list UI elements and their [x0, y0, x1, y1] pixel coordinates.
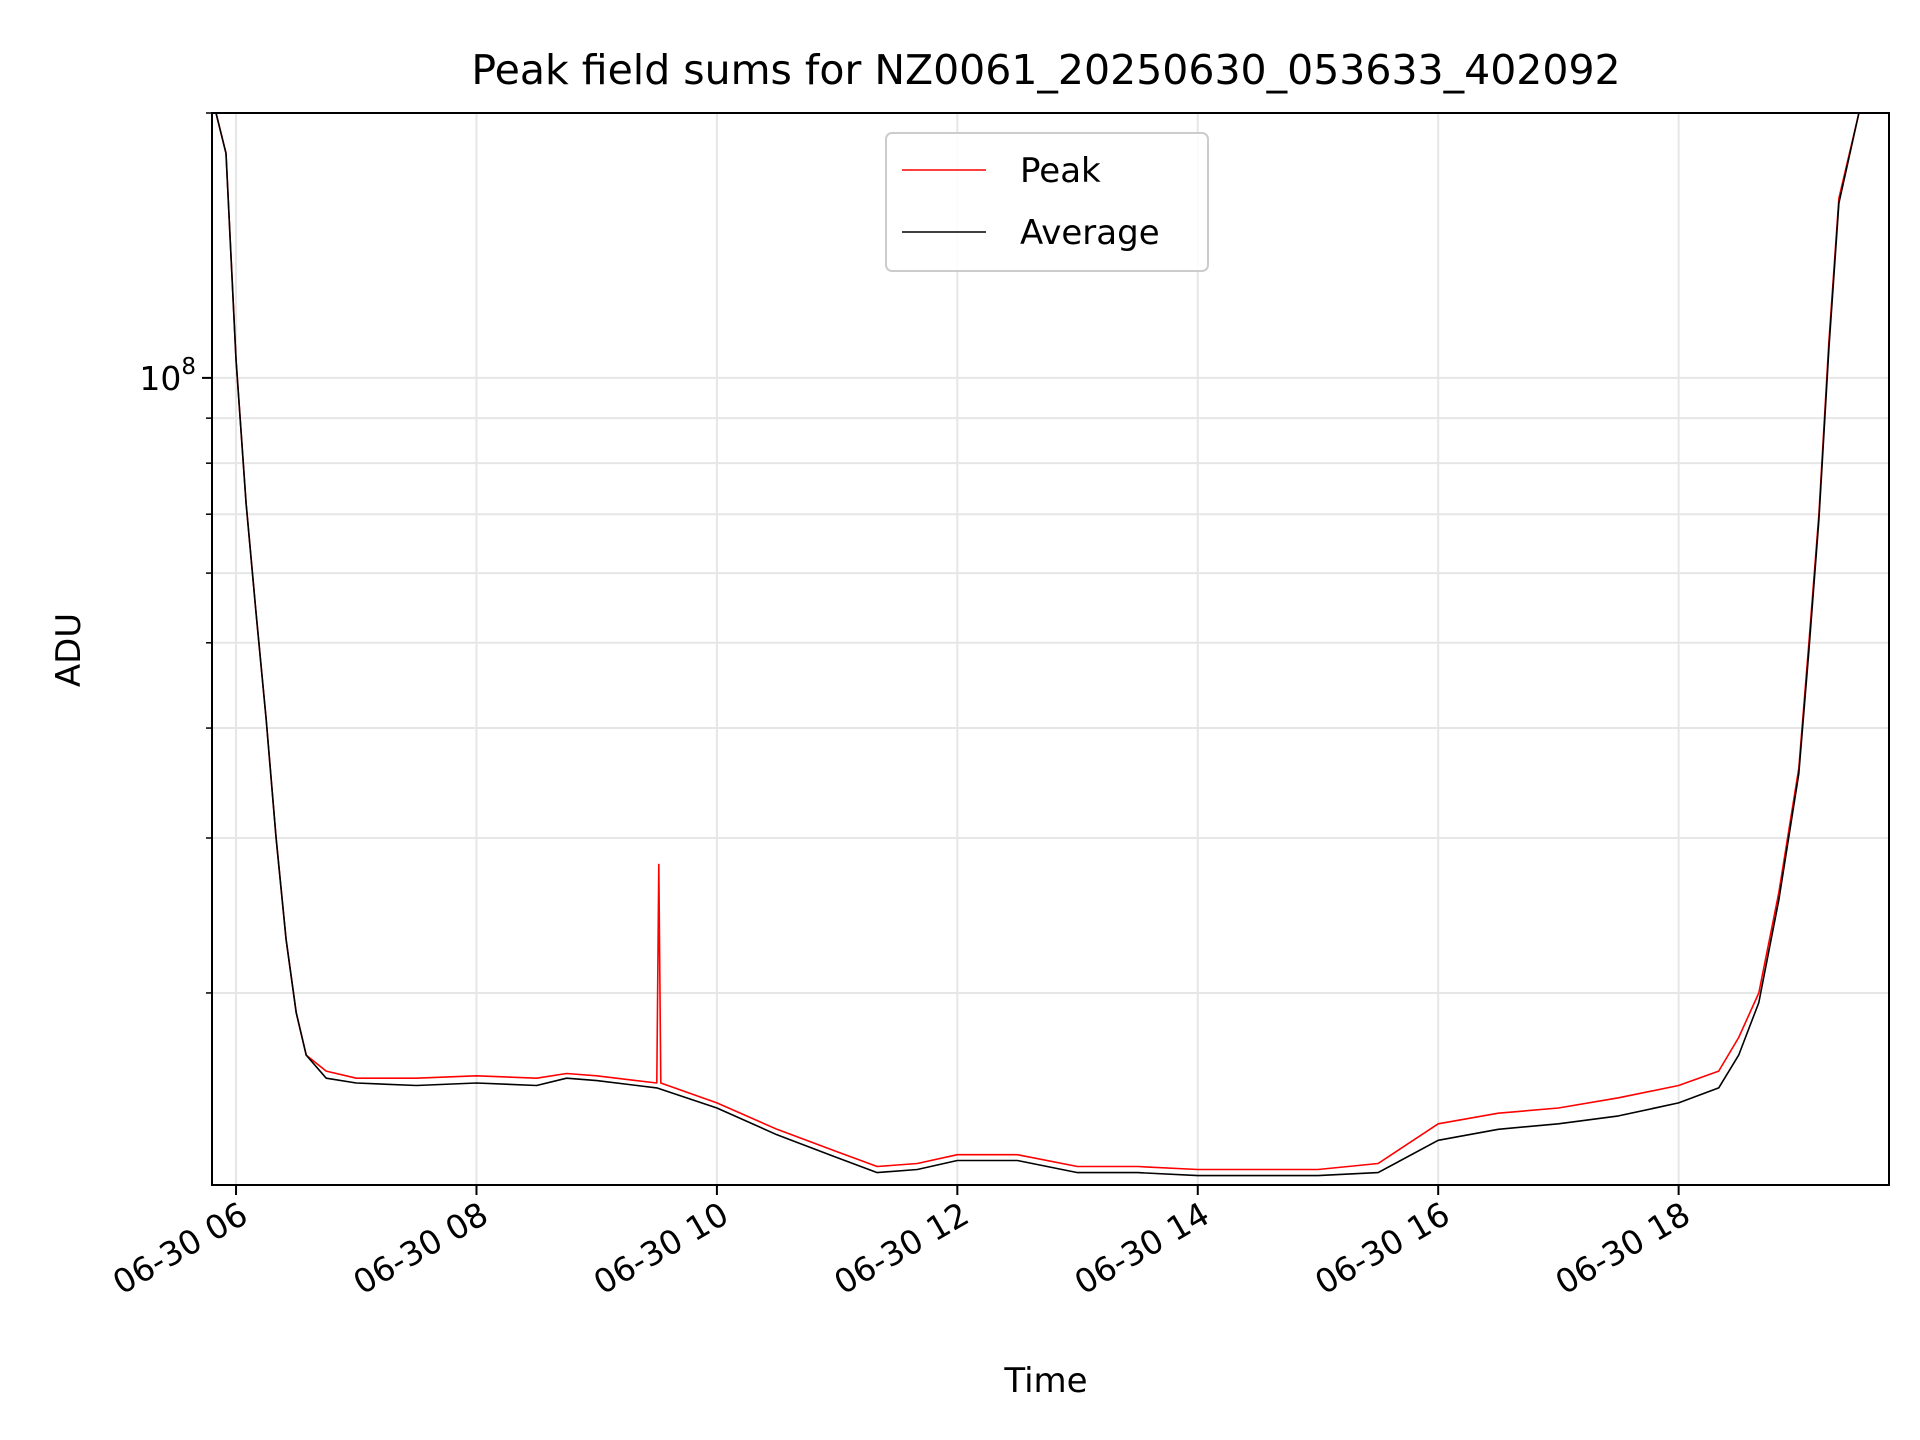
series-lines: [215, 112, 1860, 1177]
plot-frame: [211, 112, 1890, 1186]
legend-average-label: Average: [1020, 213, 1160, 253]
chart-title: Peak field sums for NZ0061_20250630_0536…: [471, 46, 1620, 94]
y-tick-label: 108: [139, 354, 196, 398]
grid: [212, 112, 1889, 1185]
legend-box: [885, 132, 1209, 272]
x-axis-label: Time: [1003, 1361, 1087, 1401]
y-axis-label: ADU: [49, 613, 89, 687]
legend-peak-label: Peak: [1020, 151, 1101, 191]
series-line-average: [215, 112, 1860, 1177]
legend: Peak Average: [885, 132, 1209, 272]
